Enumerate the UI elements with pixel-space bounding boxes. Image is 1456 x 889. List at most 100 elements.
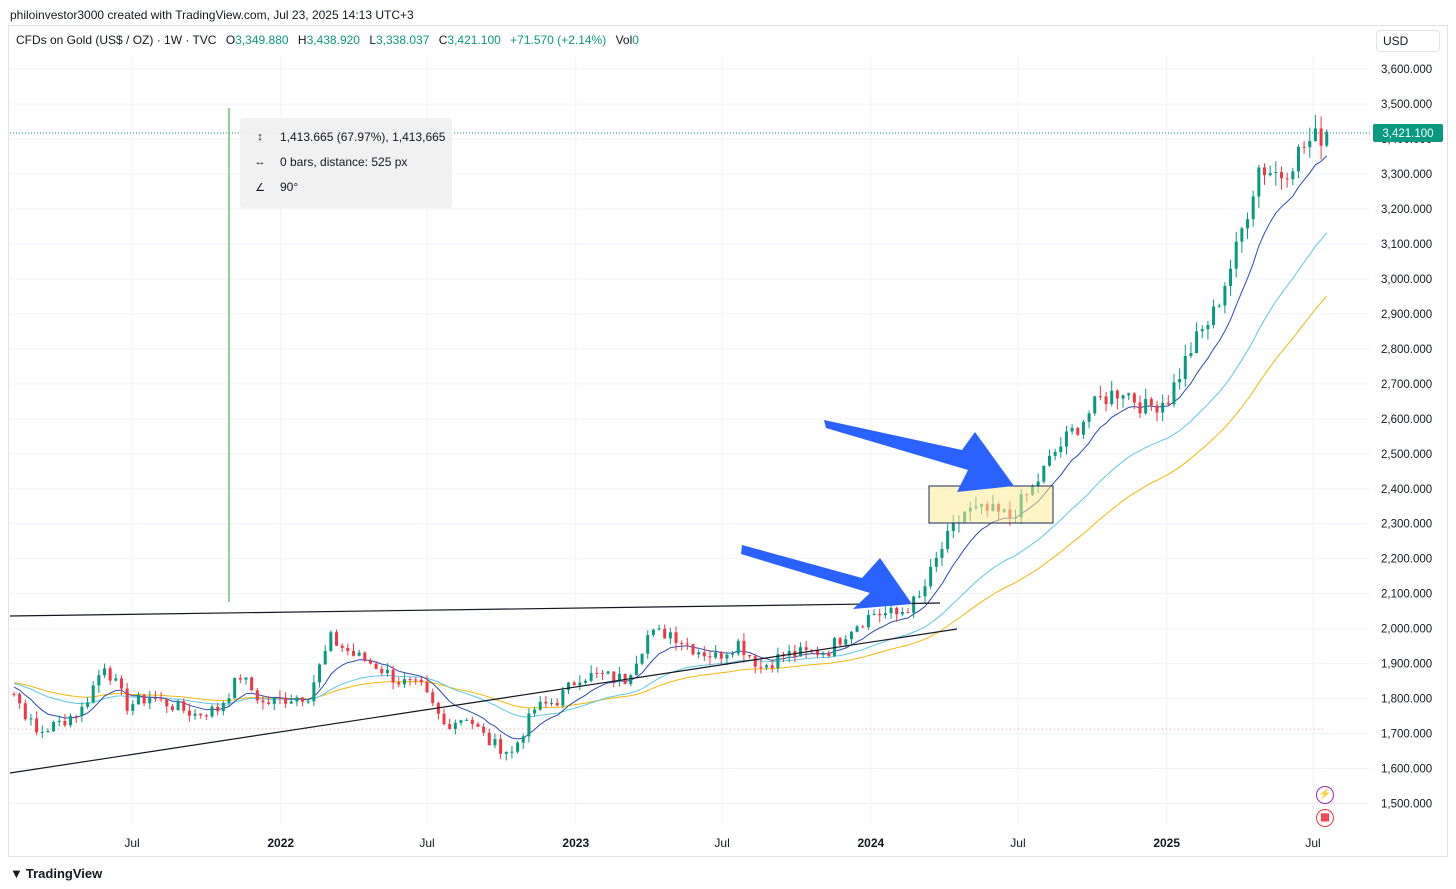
us-flag-icon[interactable]: ▦ xyxy=(1316,809,1334,827)
candle-body xyxy=(261,700,265,703)
candle-body xyxy=(250,677,254,691)
candle-body xyxy=(804,647,808,650)
candle-body xyxy=(617,673,621,682)
candle-body xyxy=(923,586,927,597)
candle-body xyxy=(86,702,90,707)
candle-body xyxy=(1206,324,1210,330)
candle-body xyxy=(685,643,689,645)
candle-body xyxy=(272,697,276,704)
candle-body xyxy=(748,654,752,657)
candle-body xyxy=(165,698,169,707)
candle-body xyxy=(533,709,537,714)
candle-body xyxy=(1325,131,1329,146)
candle-body xyxy=(900,611,904,615)
chart-frame xyxy=(8,25,1448,857)
tradingview-logo[interactable]: ▼ TradingView xyxy=(10,866,102,881)
candle-body xyxy=(906,611,910,613)
candle-body xyxy=(221,702,225,712)
y-tick-label: 2,000.000 xyxy=(1381,624,1432,636)
candle-body xyxy=(1229,268,1233,287)
candle-body xyxy=(176,701,180,711)
candle-body xyxy=(1059,446,1063,453)
candle-body xyxy=(1217,305,1221,307)
x-tick-label: 2024 xyxy=(857,836,884,850)
candle-body xyxy=(465,719,469,721)
candle-body xyxy=(1138,402,1142,414)
candle-body xyxy=(91,685,95,703)
candle-body xyxy=(1047,455,1051,466)
candle-body xyxy=(680,642,684,644)
candle-body xyxy=(1166,402,1170,405)
y-tick-label: 1,900.000 xyxy=(1381,659,1432,671)
candle-body xyxy=(555,702,559,706)
candle-body xyxy=(1279,172,1283,179)
candle-body xyxy=(182,701,186,711)
y-tick-label: 2,500.000 xyxy=(1381,449,1432,461)
candle-body xyxy=(527,713,531,737)
candle-body xyxy=(63,720,67,726)
candle-body xyxy=(1127,393,1131,396)
candle-body xyxy=(889,607,893,614)
x-tick-label: Jul xyxy=(419,836,434,850)
candle-body xyxy=(442,713,446,725)
candle-body xyxy=(1223,286,1227,306)
candle-body xyxy=(504,751,508,754)
lightning-icon[interactable]: ⚡ xyxy=(1316,786,1334,804)
candle-body xyxy=(736,640,740,654)
candle-body xyxy=(52,721,56,732)
candle-body xyxy=(917,596,921,598)
candle-body xyxy=(787,650,791,656)
candle-body xyxy=(612,671,616,682)
price-range-icon: ↕ xyxy=(257,131,263,143)
candle-body xyxy=(1042,465,1046,482)
candle-body xyxy=(510,751,514,753)
candle-body xyxy=(97,675,101,686)
candle-body xyxy=(1291,171,1295,180)
symbol-label[interactable]: CFDs on Gold (US$ / OZ) · 1W · TVC xyxy=(16,33,217,47)
y-tick-label: 1,500.000 xyxy=(1381,799,1432,811)
y-axis-labels: 1,500.000 1,600.000 1,700.000 1,800.000 1,90… xyxy=(1381,64,1432,810)
measure-angle: 90° xyxy=(280,180,299,194)
candle-body xyxy=(753,656,757,667)
candle-body xyxy=(1274,172,1278,174)
consolidation-box[interactable] xyxy=(928,485,1054,524)
candle-body xyxy=(572,682,576,686)
arrow-lower[interactable] xyxy=(741,545,912,609)
candle-body xyxy=(838,638,842,645)
candle-body xyxy=(668,632,672,639)
y-tick-label: 1,800.000 xyxy=(1381,694,1432,706)
candle-body xyxy=(600,673,604,675)
volume-label: Vol xyxy=(615,33,633,47)
candle-body xyxy=(357,652,361,656)
candle-body xyxy=(883,613,887,616)
grid-lines xyxy=(10,55,1370,825)
resistance-trendline[interactable] xyxy=(9,602,941,617)
y-tick-label: 2,300.000 xyxy=(1381,519,1432,531)
candle-body xyxy=(346,647,350,652)
candle-body xyxy=(770,665,774,669)
ema-fast-line xyxy=(13,155,1328,740)
candle-body xyxy=(1081,421,1085,435)
candle-body xyxy=(1121,395,1125,399)
candle-body xyxy=(1087,413,1091,422)
currency-button[interactable]: USD xyxy=(1376,30,1440,52)
candle-body xyxy=(589,672,593,681)
arrow-upper[interactable] xyxy=(824,420,1014,492)
candle-body xyxy=(1200,329,1204,332)
candle-body xyxy=(1268,173,1272,176)
high-label: H xyxy=(297,33,307,47)
candle-body xyxy=(697,652,701,655)
candle-body xyxy=(114,678,118,681)
candle-body xyxy=(1178,378,1182,383)
candle-body xyxy=(1246,219,1250,229)
candle-body xyxy=(119,678,123,689)
candle-body xyxy=(40,732,44,734)
candle-body xyxy=(199,713,203,716)
y-tick-label: 3,600.000 xyxy=(1381,64,1432,76)
y-tick-label: 3,100.000 xyxy=(1381,239,1432,251)
support-trendline[interactable] xyxy=(9,628,958,774)
measure-price-range: 1,413.665 (67.97%), 1,413,665 xyxy=(280,130,446,144)
candle-body xyxy=(323,650,327,665)
x-tick-label: Jul xyxy=(124,836,139,850)
